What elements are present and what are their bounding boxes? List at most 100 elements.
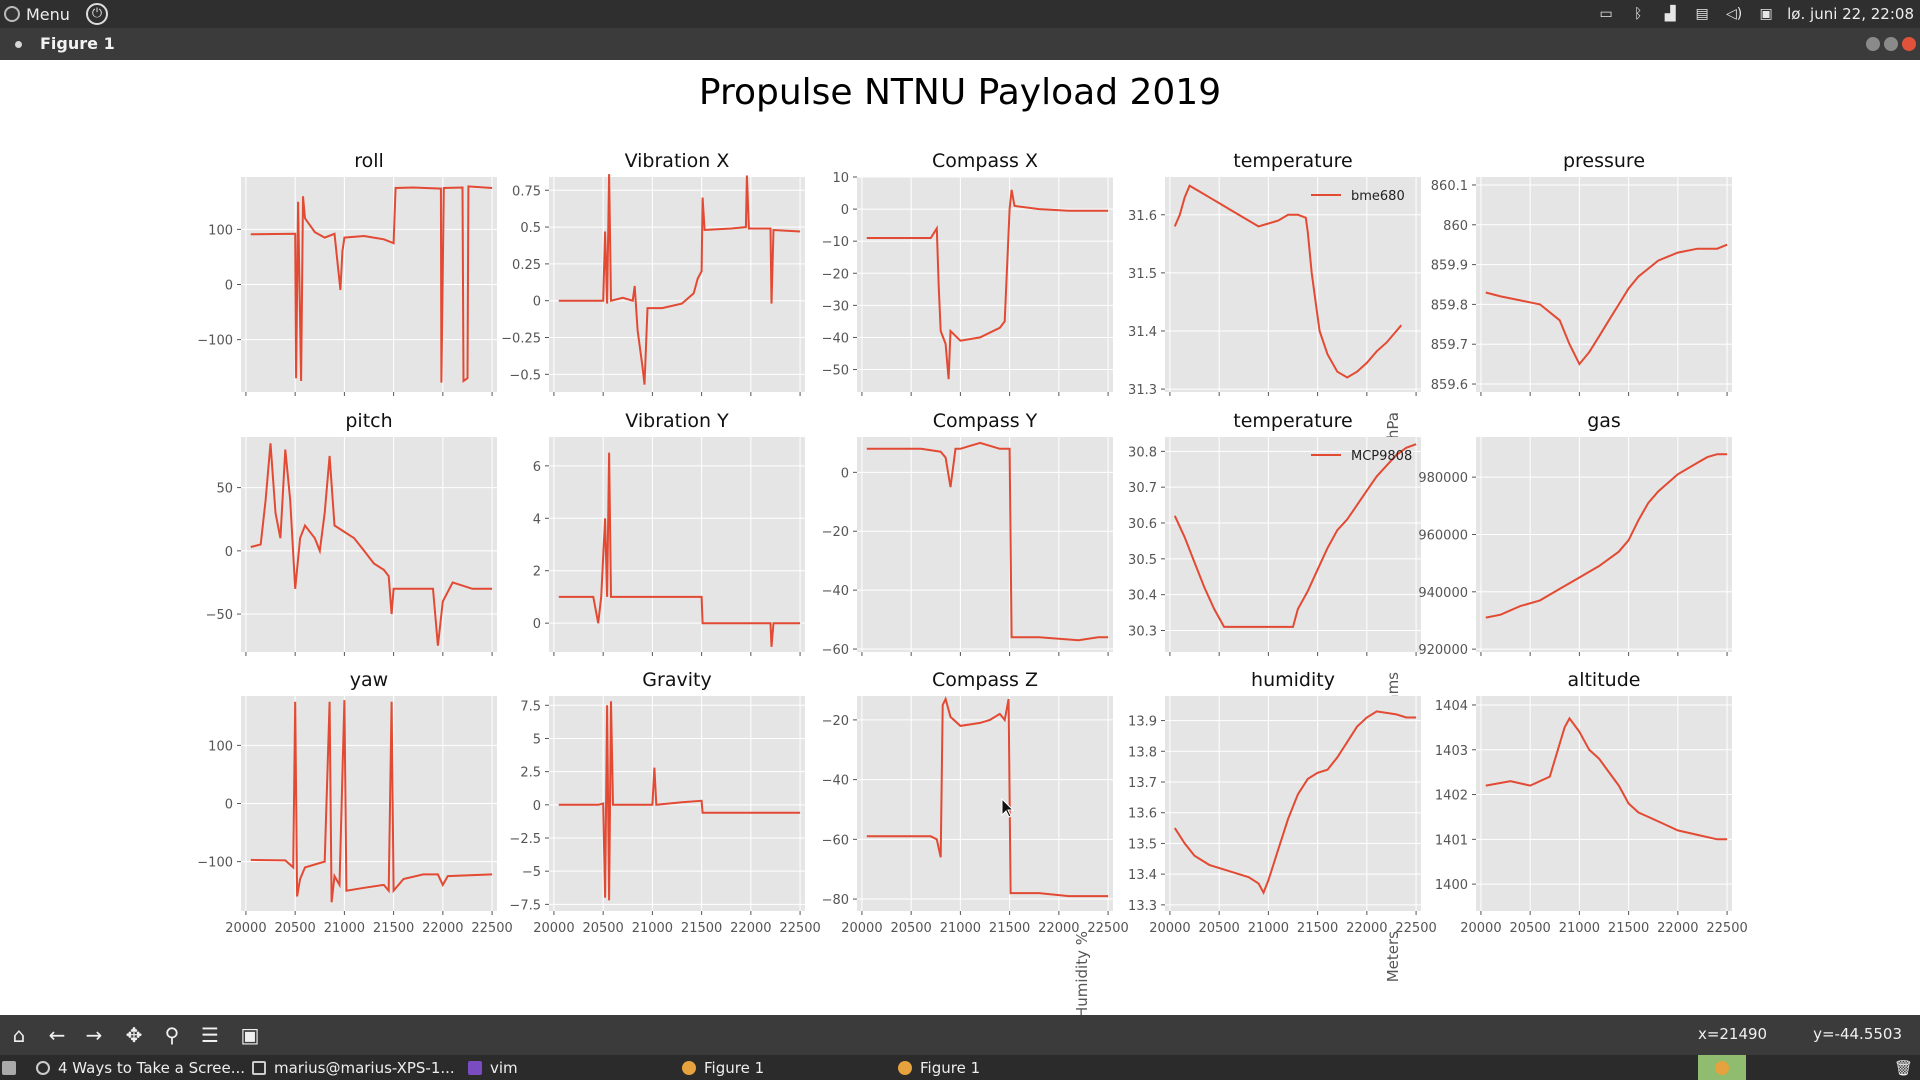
y-tick-label: 940000 xyxy=(1418,586,1468,601)
taskbar-item-vim[interactable]: vim xyxy=(468,1055,518,1080)
x-tick-label: 21500 xyxy=(989,921,1030,936)
series-line xyxy=(558,701,801,901)
x-tick-label: 22500 xyxy=(779,921,820,936)
legend-label: bme680 xyxy=(1351,189,1405,204)
x-tick-label: 20500 xyxy=(1198,921,1239,936)
system-tray: ▭ ᛒ ▟ ▤ ◁) ▣ lø. juni 22, 22:08 xyxy=(1595,2,1914,26)
y-tick-label: −80 xyxy=(822,893,849,908)
y-tick-label: −60 xyxy=(822,643,849,658)
subplot-title: Compass X xyxy=(932,150,1038,172)
subplot-0: 100 0 −100 roll xyxy=(197,150,497,396)
subplot-title: roll xyxy=(354,150,384,172)
y-tick-label: 980000 xyxy=(1418,471,1468,486)
y-tick-label: −20 xyxy=(822,714,849,729)
taskbar-item-label: marius@marius-XPS-1... xyxy=(274,1058,455,1077)
y-tick-label: 30.5 xyxy=(1128,553,1157,568)
clipboard-icon[interactable]: ▤ xyxy=(1695,6,1709,22)
taskbar-item-figure-1[interactable]: Figure 1 xyxy=(682,1055,764,1080)
x-tick-label: 22000 xyxy=(1657,921,1698,936)
x-tick-label: 22000 xyxy=(422,921,463,936)
save-icon[interactable]: ▣ xyxy=(240,1023,260,1047)
y-tick-label: 31.4 xyxy=(1128,325,1157,340)
axes-background xyxy=(1476,177,1732,392)
workspace-switcher[interactable] xyxy=(1698,1055,1746,1080)
show-desktop-button[interactable] xyxy=(2,1055,16,1080)
x-tick-label: 22000 xyxy=(1346,921,1387,936)
figure-icon xyxy=(682,1060,696,1075)
taskbar-item-browser[interactable]: 4 Ways to Take a Scree... xyxy=(36,1055,245,1080)
subplot-11: 7.5 5 2.5 0 −2.5 −5 −7.5 20000 20500 21000 21500 22… xyxy=(509,669,820,936)
y-tick-label: 0.5 xyxy=(520,221,541,236)
y-tick-label: −2.5 xyxy=(509,832,541,847)
home-icon[interactable]: ⌂ xyxy=(12,1023,26,1047)
subplot-title: yaw xyxy=(350,669,388,691)
x-tick-label: 21000 xyxy=(1559,921,1600,936)
y-tick-label: −50 xyxy=(822,364,849,379)
y-axis-label: Meters xyxy=(1384,931,1402,982)
subplot-1: 0.75 0.5 0.25 0 −0.25 −0.5 Vibration X xyxy=(501,150,805,396)
subplot-14: 1404 1403 1402 1401 1400 20000 20500 21000 21500… xyxy=(1384,669,1748,982)
y-tick-label: −0.5 xyxy=(509,368,541,383)
taskbar-item-terminal[interactable]: marius@marius-XPS-1... xyxy=(252,1055,455,1080)
y-tick-label: 0 xyxy=(225,798,233,813)
window-title: Figure 1 xyxy=(40,34,115,53)
maximize-button[interactable] xyxy=(1884,37,1898,51)
subplot-title: pitch xyxy=(345,410,392,432)
y-tick-label: 13.4 xyxy=(1128,868,1157,883)
y-axis-label: hPa xyxy=(1384,412,1402,439)
bluetooth-icon[interactable]: ᛒ xyxy=(1633,6,1643,22)
window-titlebar[interactable]: Figure 1 xyxy=(0,28,1920,60)
series-line xyxy=(866,441,1109,642)
axes-background xyxy=(857,696,1113,911)
y-tick-label: 1403 xyxy=(1435,744,1468,759)
configure-icon[interactable]: ☰ xyxy=(201,1023,219,1047)
x-tick-label: 22500 xyxy=(1395,921,1436,936)
y-tick-label: 30.7 xyxy=(1128,481,1157,496)
y-tick-label: 31.5 xyxy=(1128,267,1157,282)
power-icon[interactable]: ⏻ xyxy=(86,3,108,25)
series-line xyxy=(250,443,493,646)
back-icon[interactable]: ← xyxy=(48,1023,66,1047)
forward-icon[interactable]: → xyxy=(85,1023,103,1047)
close-button[interactable] xyxy=(1902,37,1916,51)
volume-icon[interactable]: ◁) xyxy=(1726,6,1743,22)
y-tick-label: −100 xyxy=(197,856,233,871)
axes-background xyxy=(549,177,805,392)
figure-canvas[interactable]: Propulse NTNU Payload 2019 100 0 −100 roll 0… xyxy=(0,60,1920,1080)
subplot-10: 100 0 −100 20000 20500 21000 21500 22000 22500 ya… xyxy=(197,669,512,936)
menu-logo-icon xyxy=(4,6,20,22)
clock[interactable]: lø. juni 22, 22:08 xyxy=(1787,5,1914,23)
taskbar-item-label: Figure 1 xyxy=(704,1058,765,1077)
trash-icon[interactable]: 🗑 xyxy=(1894,1058,1914,1077)
y-tick-label: 1401 xyxy=(1435,833,1468,848)
y-tick-label: 13.7 xyxy=(1128,776,1157,791)
taskbar-item-figure-1-b[interactable]: Figure 1 xyxy=(898,1055,980,1080)
subplot-title: temperature xyxy=(1233,150,1352,172)
monitor-icon[interactable]: ▣ xyxy=(1759,6,1773,22)
series-line xyxy=(1173,184,1403,379)
axes-background xyxy=(1165,437,1421,652)
display-icon[interactable]: ▭ xyxy=(1599,6,1613,22)
y-tick-label: 31.6 xyxy=(1128,209,1157,224)
zoom-icon[interactable]: ⚲ xyxy=(164,1023,180,1047)
menu-label: Menu xyxy=(26,4,70,24)
y-tick-label: −20 xyxy=(822,267,849,282)
minimize-button[interactable] xyxy=(1866,37,1880,51)
y-tick-label: 13.5 xyxy=(1128,837,1157,852)
pan-icon[interactable]: ✥ xyxy=(125,1023,143,1047)
y-tick-label: 2 xyxy=(533,565,541,580)
y-tick-label: 0 xyxy=(533,295,541,310)
subplot-title: temperature xyxy=(1233,410,1352,432)
window-menu-icon[interactable] xyxy=(15,41,22,48)
menu-button[interactable]: Menu xyxy=(4,2,70,26)
subplot-title: Vibration X xyxy=(625,150,730,172)
y-tick-label: 7.5 xyxy=(520,699,541,714)
figure-svg: Propulse NTNU Payload 2019 1000−100roll0… xyxy=(197,72,1748,1080)
figure-icon xyxy=(1715,1060,1729,1075)
x-tick-label: 22000 xyxy=(1038,921,1079,936)
y-tick-label: 1402 xyxy=(1435,789,1468,804)
subplot-title: Gravity xyxy=(642,669,711,691)
subplot-title: humidity xyxy=(1251,669,1335,691)
network-icon[interactable]: ▟ xyxy=(1664,6,1676,22)
series-line xyxy=(1485,453,1728,619)
